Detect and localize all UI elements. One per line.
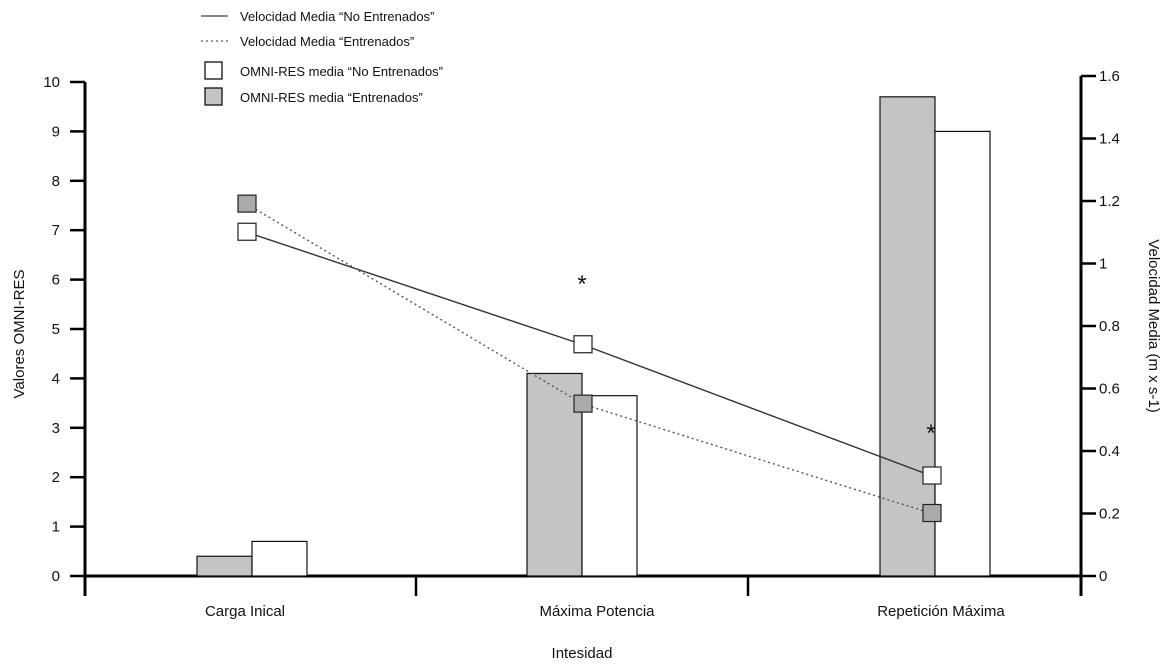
y-left-tick-label: 4 (52, 370, 60, 387)
x-tick-label-carga-inical: Carga Inical (205, 603, 285, 620)
marker-no-entrenados-maxima-potencia (573, 335, 593, 354)
bar-entrenados-carga-inical (196, 555, 253, 577)
y-left-tick-label: 8 (52, 173, 60, 190)
y-left-tick-label: 10 (43, 74, 60, 91)
bar-entrenados-repeticion-maxima (879, 96, 936, 577)
y-right-tick-label: 0.4 (1099, 443, 1120, 460)
y-right-tick-label: 1 (1099, 256, 1107, 273)
legend: Velocidad Media “No Entrenados” Velocida… (201, 9, 443, 106)
y-right-tick-label: 1.6 (1099, 68, 1120, 85)
y-axis-left-title: Valores OMNI-RES (11, 270, 28, 399)
y-left-tick-label: 3 (52, 420, 60, 437)
y-left-tick-label: 0 (52, 568, 60, 585)
x-tick-label-repeticion-maxima: Repetición Máxima (877, 603, 1005, 620)
y-left-tick-label: 7 (52, 222, 60, 239)
y-right-tick-label: 1.4 (1099, 131, 1120, 148)
marker-entrenados-carga-inical (237, 194, 257, 213)
y-right-tick-label: 0.8 (1099, 318, 1120, 335)
y-left-tick-label: 5 (52, 321, 60, 338)
marker-no-entrenados-carga-inical (237, 222, 257, 241)
series-lines (237, 194, 942, 523)
y-right-tick-label: 1.2 (1099, 193, 1120, 210)
legend-label-bar-entrenados: OMNI-RES media “Entrenados” (240, 90, 423, 105)
legend-swatch-bar-entrenados (204, 87, 223, 106)
y-right-tick-label: 0.6 (1099, 381, 1120, 398)
y-left-tick-label: 6 (52, 272, 60, 289)
bar-no-entrenados-carga-inical (251, 540, 308, 577)
annotation-star-repeticion-maxima: * (926, 420, 935, 447)
marker-no-entrenados-repeticion-maxima (922, 466, 942, 485)
legend-label-line-entrenados: Velocidad Media “Entrenados” (240, 34, 414, 49)
axis-ticks: 0 1 2 3 4 5 6 7 8 9 10 0 0.2 0.4 0.6 0.8 1 1.2 1.4 1.6 Carga… (43, 68, 1120, 620)
y-left-tick-label: 9 (52, 123, 60, 140)
annotation-star-maxima-potencia: * (577, 271, 586, 298)
marker-entrenados-maxima-potencia (573, 394, 593, 413)
y-axis-right-title: Velocidad Media (m x s-1) (1145, 239, 1162, 412)
bar-no-entrenados-repeticion-maxima (934, 130, 991, 577)
bar-no-entrenados-maxima-potencia (581, 395, 638, 577)
y-left-tick-label: 1 (52, 519, 60, 536)
x-axis-title: Intesidad (552, 645, 613, 662)
x-tick-label-maxima-potencia: Máxima Potencia (539, 603, 655, 620)
legend-swatch-bar-no-entrenados (204, 61, 223, 80)
legend-label-bar-no-entrenados: OMNI-RES media “No Entrenados” (240, 64, 443, 79)
bars (196, 96, 991, 577)
legend-label-line-no-entrenados: Velocidad Media “No Entrenados” (240, 9, 434, 24)
y-right-tick-label: 0 (1099, 568, 1107, 585)
bar-entrenados-maxima-potencia (526, 372, 583, 577)
y-left-tick-label: 2 (52, 469, 60, 486)
y-right-tick-label: 0.2 (1099, 506, 1120, 523)
marker-entrenados-repeticion-maxima (922, 503, 942, 523)
